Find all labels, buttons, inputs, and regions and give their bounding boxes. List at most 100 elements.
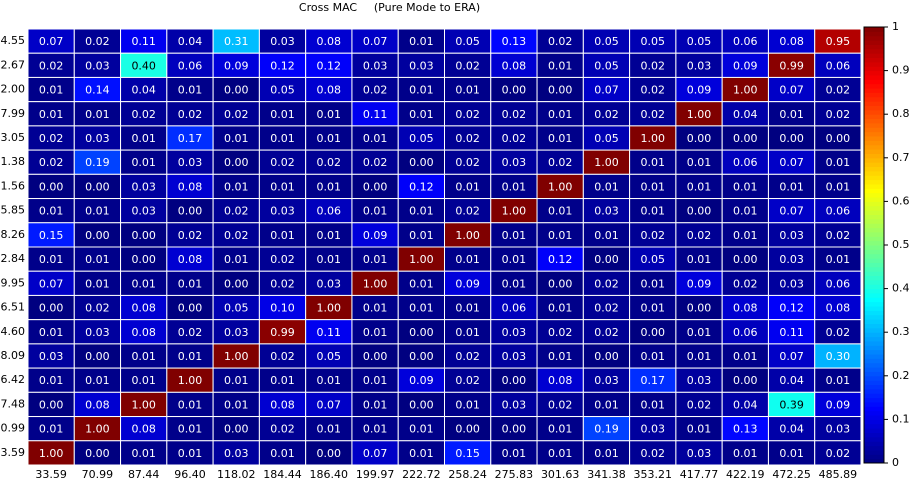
cell-label: 0.01 [687, 156, 712, 169]
heatmap-cell [212, 294, 260, 321]
cell-label: 0.05 [224, 302, 249, 315]
x-tick-label: 70.99 [82, 468, 114, 481]
x-tick-label: 275.83 [495, 468, 534, 481]
cell-label: 0.01 [409, 35, 434, 48]
cell-label: 0.03 [85, 326, 110, 339]
heatmap-cell [582, 173, 631, 200]
cell-label: 0.01 [733, 447, 758, 460]
cell-label: 0.08 [131, 423, 156, 436]
heatmap-cell [351, 294, 399, 321]
colorbar-tick-label: 0.4 [892, 282, 910, 295]
colorbar-segment [864, 109, 884, 115]
heatmap-cell [258, 246, 307, 272]
heatmap-cell [582, 343, 631, 369]
cell-label: 0.01 [85, 374, 110, 387]
colorbar-segment [864, 162, 884, 168]
colorbar-segment [864, 101, 884, 106]
colorbar-segment [864, 74, 884, 80]
colorbar-segment [864, 410, 884, 416]
cell-label: 0.00 [178, 205, 203, 218]
cell-label: 0.00 [409, 350, 434, 363]
cell-label: 0.06 [178, 59, 203, 72]
heatmap-cell [305, 198, 353, 224]
cell-label: 0.03 [687, 59, 712, 72]
cell-label: 0.09 [733, 59, 758, 72]
heatmap-cell [27, 173, 75, 200]
cell-label: 0.02 [224, 229, 249, 242]
cell-label: 0.00 [85, 180, 110, 193]
cell-label: 0.00 [548, 84, 573, 97]
heatmap-cell [212, 440, 260, 466]
cell-label: 0.30 [826, 350, 851, 363]
heatmap-cell [212, 391, 260, 418]
heatmap-cell [258, 52, 307, 78]
heatmap-cell [212, 101, 260, 127]
heatmap-cell [397, 391, 446, 418]
cell-label: 0.05 [594, 59, 619, 72]
heatmap-cell [490, 294, 538, 321]
cell-label: 0.15 [455, 447, 480, 460]
heatmap-cell [27, 125, 75, 151]
heatmap-cell [397, 125, 446, 151]
heatmap-cell [258, 319, 307, 345]
colorbar-tick-label: 0.2 [892, 369, 910, 382]
heatmap-cell [258, 440, 307, 466]
cell-label: 0.01 [131, 374, 156, 387]
cell-label: 0.95 [826, 35, 851, 48]
colorbar-segment [864, 175, 884, 181]
colorbar-segment [864, 340, 884, 346]
colorbar-segment [864, 393, 884, 399]
heatmap-cell [212, 270, 260, 296]
cell-label: 0.01 [39, 374, 64, 387]
cell-label: 0.02 [641, 229, 666, 242]
colorbar-segment [864, 271, 884, 277]
cell-label: 0.06 [733, 326, 758, 339]
colorbar-tick-label: 0.3 [892, 325, 910, 338]
cell-label: 0.01 [39, 326, 64, 339]
heatmap-cell [305, 76, 353, 103]
cell-label: 0.00 [363, 180, 388, 193]
cell-label: 1.00 [85, 423, 110, 436]
heatmap-cell [258, 125, 307, 151]
cell-label: 0.00 [733, 132, 758, 145]
heatmap-cell [767, 391, 816, 418]
colorbar-segment [864, 27, 884, 32]
cell-label: 0.02 [455, 156, 480, 169]
cell-label: 0.17 [641, 374, 666, 387]
cell-label: 0.07 [594, 84, 619, 97]
cell-label: 0.02 [270, 156, 295, 169]
heatmap-cell [305, 391, 353, 418]
colorbar-segment [864, 384, 884, 390]
heatmap-cell [490, 391, 538, 418]
cell-label: 1.00 [409, 253, 434, 266]
colorbar-segment [864, 275, 884, 281]
cell-label: 0.00 [594, 350, 619, 363]
cell-label: 0.19 [85, 156, 110, 169]
heatmap-cell [166, 246, 214, 272]
cell-label: 0.00 [826, 132, 851, 145]
x-tick-label: 118.02 [217, 468, 256, 481]
cell-label: 0.02 [224, 205, 249, 218]
colorbar-segment [864, 458, 884, 464]
cell-label: 0.00 [224, 423, 249, 436]
heatmap-cell [397, 149, 446, 175]
y-tick-label: 96.42 [0, 373, 25, 386]
cell-label: 0.04 [733, 398, 758, 411]
cell-label: 0.13 [502, 35, 527, 48]
cell-label: 0.00 [131, 229, 156, 242]
cell-label: 0.01 [502, 277, 527, 290]
cell-label: 0.01 [779, 180, 804, 193]
cell-label: 0.05 [317, 350, 342, 363]
cell-label: 0.07 [39, 277, 64, 290]
cell-label: 0.01 [178, 398, 203, 411]
cell-label: 0.03 [779, 253, 804, 266]
heatmap-cell [629, 270, 677, 296]
heatmap-cell [767, 28, 816, 54]
heatmap-cell [166, 319, 214, 345]
cell-label: 0.01 [363, 205, 388, 218]
cell-label: 0.01 [317, 229, 342, 242]
cell-label: 0.06 [826, 277, 851, 290]
cell-label: 0.01 [409, 447, 434, 460]
cell-label: 0.02 [548, 35, 573, 48]
colorbar-segment [864, 44, 884, 50]
